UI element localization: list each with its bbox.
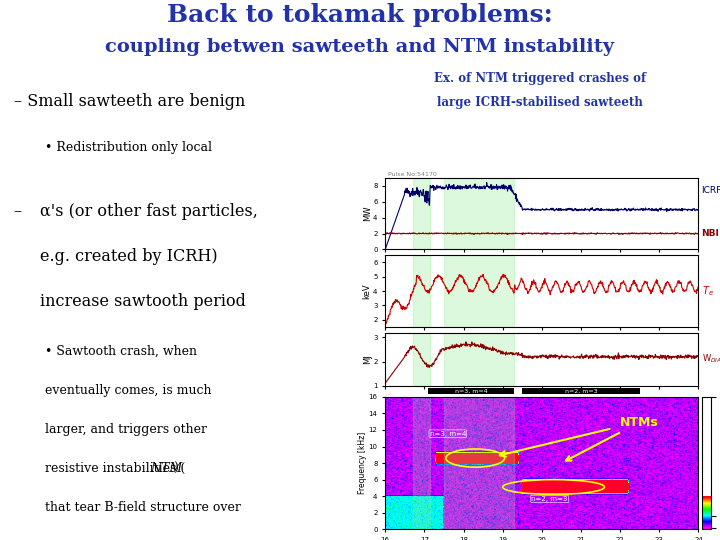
Bar — [444, 397, 514, 529]
Text: eventually comes, is much: eventually comes, is much — [45, 384, 212, 397]
Text: that tear B-field structure over: that tear B-field structure over — [45, 501, 240, 514]
Text: n=3, m=4: n=3, m=4 — [455, 388, 487, 394]
Y-axis label: MW: MW — [363, 206, 372, 221]
Bar — [413, 333, 431, 386]
Y-axis label: MJ: MJ — [363, 354, 372, 364]
Text: NBI: NBI — [701, 229, 719, 238]
Text: Ex. of NTM triggered crashes of: Ex. of NTM triggered crashes of — [434, 72, 647, 85]
Text: increase sawtooth period: increase sawtooth period — [40, 293, 246, 310]
Text: NTM: NTM — [150, 462, 182, 475]
Y-axis label: keV: keV — [363, 284, 372, 299]
Text: n=2, m=3: n=2, m=3 — [531, 496, 568, 502]
Text: ICRF: ICRF — [701, 186, 720, 195]
Bar — [444, 255, 514, 327]
Text: • Sawtooth crash, when: • Sawtooth crash, when — [45, 345, 197, 358]
Bar — [413, 255, 431, 327]
Bar — [444, 333, 514, 386]
Text: e.g. created by ICRH): e.g. created by ICRH) — [40, 248, 217, 265]
Text: n=2, m=3: n=2, m=3 — [564, 388, 598, 394]
Text: T$_e$: T$_e$ — [701, 284, 714, 298]
Text: NTMs: NTMs — [566, 416, 659, 461]
Text: coupling betwen sawteeth and NTM instability: coupling betwen sawteeth and NTM instabi… — [105, 38, 615, 56]
Text: Back to tokamak problems:: Back to tokamak problems: — [167, 3, 553, 27]
Text: n=3, m=4: n=3, m=4 — [430, 430, 466, 437]
Text: Pulse No:54170: Pulse No:54170 — [388, 172, 437, 177]
Bar — [413, 397, 431, 529]
Text: W$_{DIA}$: W$_{DIA}$ — [701, 353, 720, 366]
Text: α's (or other fast particles,: α's (or other fast particles, — [40, 202, 258, 220]
Y-axis label: Frequency [kHz]: Frequency [kHz] — [358, 432, 367, 494]
Text: – Small sawteeth are benign: – Small sawteeth are benign — [14, 93, 246, 110]
Text: resistive instabilities (: resistive instabilities ( — [45, 462, 185, 475]
Text: ): ) — [173, 462, 178, 475]
Text: –: – — [14, 202, 27, 220]
Bar — [444, 178, 514, 249]
Text: large ICRH-stabilised sawteeth: large ICRH-stabilised sawteeth — [437, 96, 643, 109]
Text: larger, and triggers other: larger, and triggers other — [45, 423, 207, 436]
Bar — [413, 178, 431, 249]
Text: • Redistribution only local: • Redistribution only local — [45, 141, 212, 154]
